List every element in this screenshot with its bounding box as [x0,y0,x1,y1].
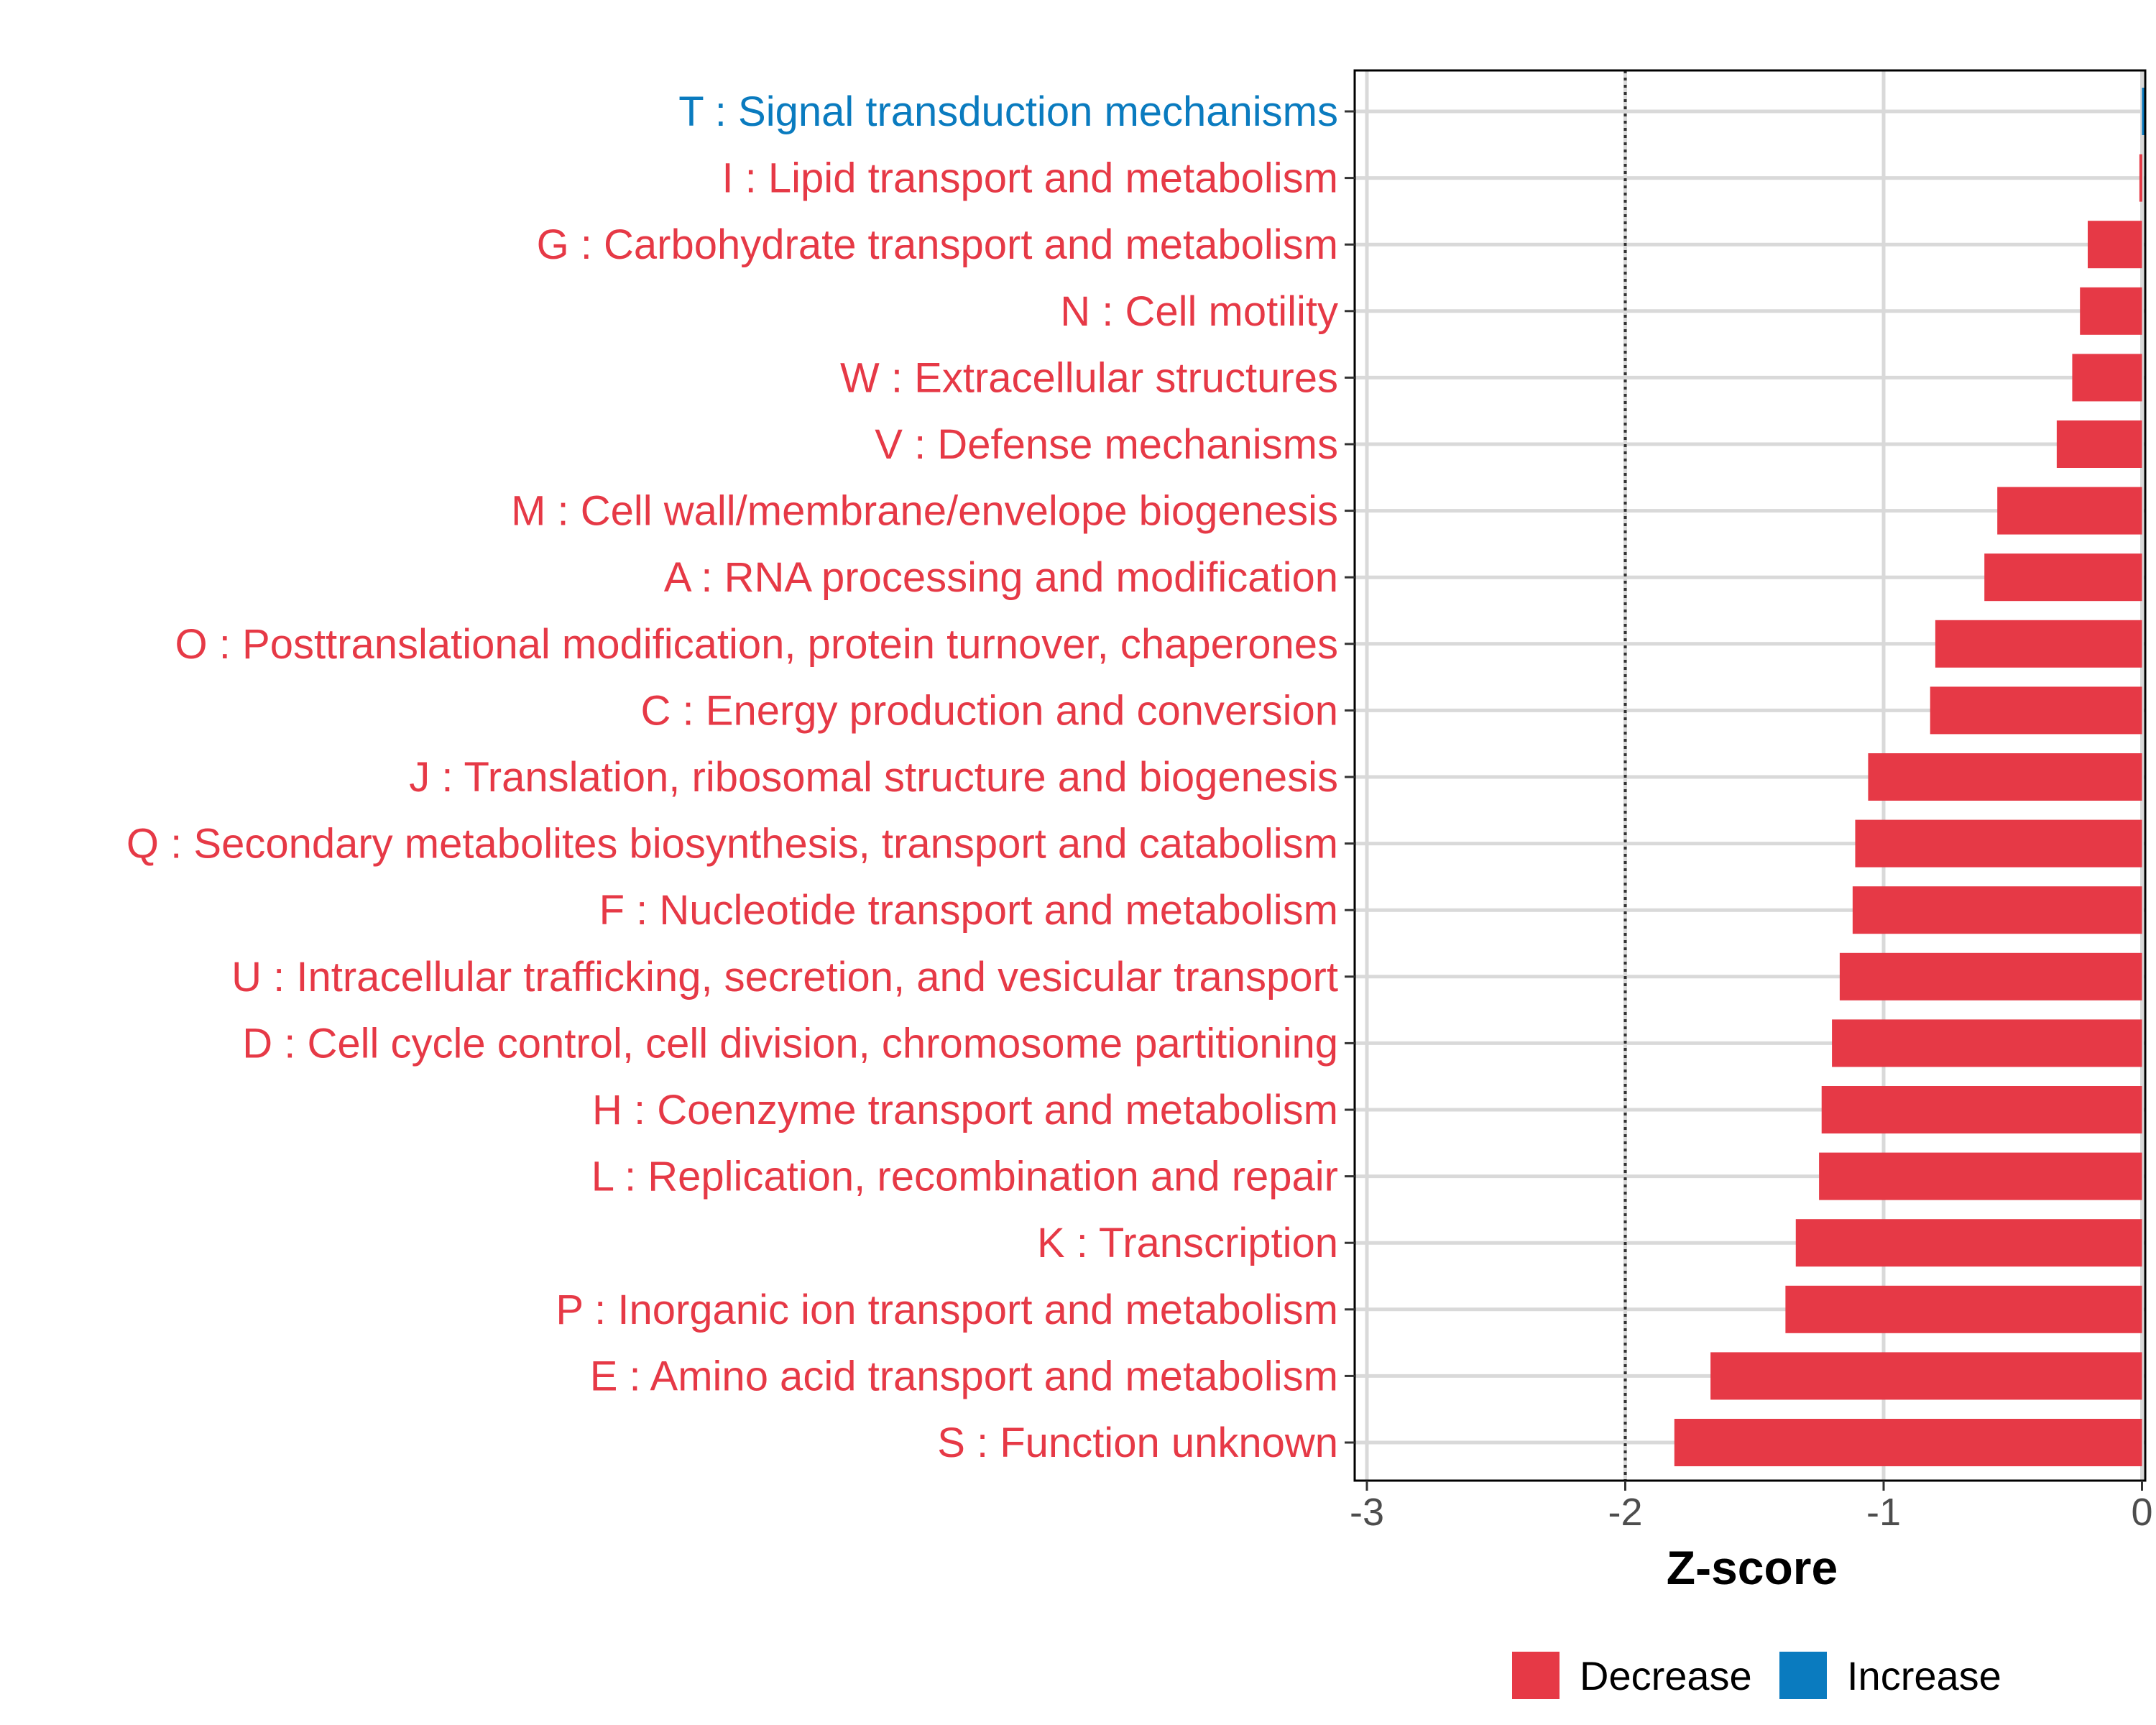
plot-panel-border [1353,69,2147,1482]
bar [1868,753,2142,801]
category-label: N : Cell motility [1060,288,1338,335]
bar [1852,886,2142,934]
bar [1997,487,2142,535]
category-label: P : Inorganic ion transport and metaboli… [556,1287,1338,1333]
category-label: T : Signal transduction mechanisms [678,88,1338,135]
category-label: H : Coenzyme transport and metabolism [592,1087,1338,1133]
category-label: C : Energy production and conversion [641,687,1338,734]
bar [2139,154,2142,202]
legend: Decrease Increase [1512,1652,2001,1699]
category-label: K : Transcription [1037,1220,1338,1266]
legend-key-increase [1779,1652,1827,1699]
bar [1710,1352,2142,1400]
bar [2056,420,2142,468]
bar [1819,1152,2142,1200]
bar [1984,553,2142,602]
category-label: F : Nucleotide transport and metabolism [599,887,1338,934]
category-label: G : Carbohydrate transport and metabolis… [537,221,1338,268]
category-label: J : Translation, ribosomal structure and… [409,754,1338,801]
bar [1935,620,2142,668]
category-label: A : RNA processing and modification [664,554,1338,601]
reference-lines [1623,70,1627,1481]
x-tick-label: 0 [2131,1491,2152,1534]
category-label: W : Extracellular structures [840,354,1338,401]
category-label: V : Defense mechanisms [875,421,1338,468]
bar [1832,1019,2142,1067]
x-tick-label: -3 [1350,1491,1384,1534]
bar [1674,1419,2142,1466]
legend-key-decrease [1512,1652,1560,1699]
x-axis-ticks [1365,1481,2143,1491]
x-tick-label: -1 [1866,1491,1901,1534]
category-label: L : Replication, recombination and repai… [591,1154,1338,1200]
bar [1839,952,2142,1000]
legend-label-decrease: Decrease [1580,1653,1752,1698]
category-label: S : Function unknown [937,1420,1338,1466]
bar [1930,686,2142,735]
x-tick-label: -2 [1608,1491,1642,1534]
y-axis-category-labels: T : Signal transduction mechanisms I : Li… [126,88,1338,1466]
x-axis-tick-labels: -3-2-10123 [1350,1491,2153,1534]
legend-label-increase: Increase [1847,1653,2001,1698]
category-label: U : Intracellular trafficking, secretion… [231,954,1338,1000]
category-label: O : Posttranslational modification, prot… [175,621,1338,668]
bar [2080,287,2142,335]
bar [1855,819,2142,868]
bar [2072,354,2142,402]
category-label: Q : Secondary metabolites biosynthesis, … [126,821,1338,868]
bar [1785,1285,2142,1333]
x-axis-title: Z-score [1667,1541,1838,1594]
bar [2088,221,2142,269]
y-axis-ticks [1345,110,1355,1444]
bars [1674,88,2145,1466]
category-label: D : Cell cycle control, cell division, c… [242,1020,1338,1067]
bar [1795,1219,2142,1267]
category-label: M : Cell wall/membrane/envelope biogenes… [511,488,1338,535]
bar [1821,1086,2142,1133]
category-label: I : Lipid transport and metabolism [722,155,1338,202]
bar [2142,88,2145,135]
category-label: E : Amino acid transport and metabolism [590,1353,1338,1399]
